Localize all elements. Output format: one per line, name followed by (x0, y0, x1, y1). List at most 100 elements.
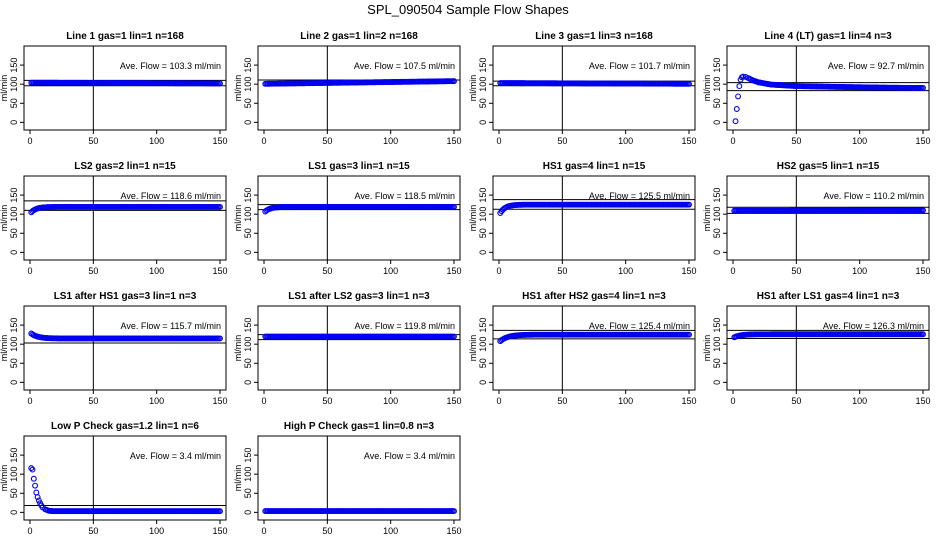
panel-title: Line 3 gas=1 lin=3 n=168 (535, 31, 653, 42)
x-tick-label: 0 (261, 136, 266, 146)
data-point (740, 73, 747, 80)
data-series (28, 330, 223, 342)
x-tick-label: 100 (149, 526, 164, 536)
y-axis-label: ml/min (702, 205, 712, 232)
y-tick-label: 150 (243, 318, 253, 333)
y-tick-label: 150 (478, 188, 488, 203)
plot-frame (257, 435, 461, 521)
y-tick-label: 150 (9, 188, 19, 203)
average-flow-annotation: Ave. Flow = 115.7 ml/min (121, 321, 221, 331)
x-tick-label: 50 (88, 526, 98, 536)
chart-panel-14: High P Check gas=1 lin=0.8 n=30 50 100 1500… (233, 421, 462, 536)
x-tick-label: 150 (446, 136, 461, 146)
y-tick-label: 100 (712, 337, 722, 352)
panel-title: LS1 after HS1 gas=3 lin=1 n=3 (54, 291, 197, 302)
x-tick-label: 150 (681, 396, 696, 406)
x-tick-label: 150 (212, 136, 227, 146)
data-point (920, 85, 926, 91)
data-point (451, 508, 457, 515)
chart-panel-2: Line 2 gas=1 lin=2 n=168 0 50 100 150 0 50 100 1… (233, 31, 462, 146)
y-tick-label: 0 (243, 510, 253, 515)
y-tick-label: 150 (9, 318, 19, 333)
x-axis: 0 50 100 150 (261, 260, 462, 276)
y-tick-label: 100 (712, 77, 722, 92)
average-flow-annotation: Ave. Flow = 119.8 ml/min (355, 321, 455, 331)
y-axis: 0 50 100 150 (243, 448, 258, 515)
y-axis: 0 50 100 150 (478, 58, 493, 125)
data-point (30, 475, 37, 482)
panel-title: Line 4 (LT) gas=1 lin=4 n=3 (764, 31, 892, 42)
average-flow-annotation: Ave. Flow = 92.7 ml/min (828, 61, 924, 71)
y-tick-label: 150 (243, 58, 253, 73)
x-tick-label: 100 (383, 136, 398, 146)
data-point (217, 508, 223, 515)
data-series (497, 331, 692, 345)
data-point (920, 331, 926, 338)
y-tick-label: 100 (9, 337, 19, 352)
y-tick-label: 150 (712, 58, 722, 73)
x-tick-label: 50 (322, 526, 332, 536)
y-tick-label: 50 (9, 488, 19, 498)
y-tick-label: 50 (9, 98, 19, 108)
x-tick-label: 150 (212, 526, 227, 536)
plot-frame (257, 45, 461, 131)
average-flow-annotation: Ave. Flow = 125.4 ml/min (589, 321, 690, 331)
y-tick-label: 150 (712, 318, 722, 333)
x-tick-label: 50 (88, 396, 98, 406)
y-tick-label: 100 (243, 337, 253, 352)
x-axis: 0 50 100 150 (730, 260, 931, 276)
x-tick-label: 50 (557, 136, 567, 146)
x-tick-label: 100 (618, 136, 633, 146)
y-tick-label: 50 (478, 228, 488, 238)
data-point (736, 83, 743, 90)
y-tick-label: 0 (243, 250, 253, 255)
y-tick-label: 150 (9, 448, 19, 463)
panel-title: Line 1 gas=1 lin=1 n=168 (66, 31, 184, 42)
y-tick-label: 0 (243, 380, 253, 385)
data-series (262, 508, 457, 515)
data-series (28, 79, 223, 87)
y-axis-label: ml/min (468, 335, 478, 362)
y-axis-label: ml/min (233, 75, 243, 102)
x-tick-label: 150 (681, 136, 696, 146)
y-tick-label: 50 (712, 228, 722, 238)
plot-frame (23, 435, 227, 521)
chart-panel-12: HS1 after LS1 gas=4 lin=1 n=3 0 50 100 150 0 5… (702, 291, 931, 406)
x-tick-label: 50 (557, 396, 567, 406)
y-tick-label: 0 (243, 120, 253, 125)
x-axis: 0 50 100 150 (27, 520, 228, 536)
x-tick-label: 100 (383, 526, 398, 536)
x-tick-label: 100 (852, 136, 867, 146)
average-flow-annotation: Ave. Flow = 3.4 ml/min (130, 451, 221, 461)
data-series (732, 73, 926, 125)
y-axis-label: ml/min (468, 75, 478, 102)
panels-group: Line 1 gas=1 lin=1 n=168 0 50 100 150 0 50 100 1… (0, 31, 931, 536)
y-tick-label: 100 (712, 207, 722, 222)
y-tick-label: 0 (478, 380, 488, 385)
y-tick-label: 0 (9, 380, 19, 385)
data-series (28, 465, 223, 515)
y-tick-label: 100 (243, 207, 253, 222)
x-tick-label: 50 (88, 136, 98, 146)
panel-title: HS1 after LS1 gas=4 lin=1 n=3 (757, 291, 900, 302)
panel-title: LS2 gas=2 lin=1 n=15 (74, 161, 176, 172)
y-axis-label: ml/min (233, 335, 243, 362)
y-axis-label: ml/min (0, 205, 9, 232)
y-tick-label: 0 (712, 120, 722, 125)
x-tick-label: 50 (791, 266, 801, 276)
x-tick-label: 0 (261, 526, 266, 536)
x-axis: 0 50 100 150 (496, 130, 697, 146)
y-axis: 0 50 100 150 (9, 188, 24, 255)
x-tick-label: 0 (730, 266, 735, 276)
x-tick-label: 100 (852, 396, 867, 406)
y-axis: 0 50 100 150 (9, 448, 24, 515)
x-tick-label: 150 (446, 526, 461, 536)
panel-title: LS1 after LS2 gas=3 lin=1 n=3 (288, 291, 430, 302)
data-point (686, 80, 692, 87)
y-tick-label: 100 (478, 207, 488, 222)
y-tick-label: 50 (9, 358, 19, 368)
y-axis: 0 50 100 150 (9, 318, 24, 385)
y-axis-label: ml/min (0, 465, 9, 492)
data-series (262, 203, 457, 215)
x-axis: 0 50 100 150 (496, 390, 697, 406)
